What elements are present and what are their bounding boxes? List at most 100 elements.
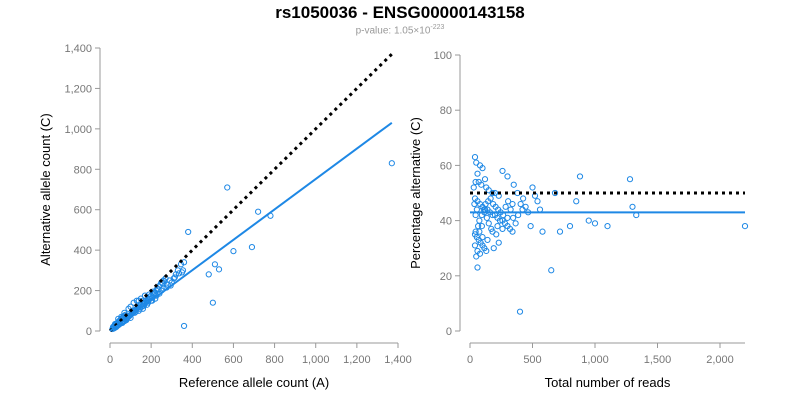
data-point-right: [471, 200, 478, 208]
x-tick-label-left: 600: [224, 354, 242, 366]
data-point-right: [504, 173, 511, 180]
x-tick-label-left: 1,000: [302, 354, 330, 366]
data-point-right: [566, 223, 574, 230]
data-point-right: [489, 228, 496, 235]
pvalue-exponent: -223: [430, 24, 445, 31]
data-point-right: [471, 154, 479, 161]
data-point-right: [494, 223, 501, 230]
data-point-right: [499, 167, 506, 175]
y-axis-label-right: Percentage alternative (C): [408, 117, 423, 269]
data-point-right: [527, 223, 534, 230]
x-tick-label-right: 2,000: [706, 354, 734, 366]
data-point-right: [481, 176, 489, 183]
y-tick-label-right: 100: [434, 50, 452, 62]
x-tick-label-left: 1,200: [343, 354, 371, 366]
x-tick-label-left: 1,400: [384, 354, 412, 366]
data-point-right: [476, 217, 483, 224]
data-point-right: [510, 214, 517, 221]
y-tick-label-right: 60: [440, 160, 452, 172]
reference-line-left: [108, 52, 393, 333]
data-point-left: [215, 266, 223, 273]
data-point-right: [472, 228, 479, 235]
data-point-right: [478, 181, 485, 188]
data-point-right: [485, 220, 492, 227]
data-point-right: [626, 176, 634, 183]
y-tick-label-left: 200: [74, 286, 92, 298]
data-point-left: [185, 228, 192, 236]
data-point-left: [130, 299, 137, 306]
data-point-left: [179, 267, 187, 274]
pvalue-subtitle: p-value: 1.05×10-223: [0, 24, 800, 36]
data-point-left: [388, 160, 395, 167]
data-point-right: [529, 184, 536, 191]
data-point-right: [517, 200, 524, 208]
data-point-right: [476, 228, 483, 235]
data-point-right: [478, 223, 485, 230]
data-point-right: [516, 308, 524, 315]
data-point-left: [132, 308, 139, 315]
data-point-right: [591, 220, 599, 227]
x-tick-label-left: 400: [183, 354, 201, 366]
data-point-right: [479, 234, 486, 241]
data-point-right: [629, 203, 636, 210]
y-tick-label-right: 40: [440, 216, 452, 228]
x-tick-label-right: 500: [523, 354, 541, 366]
data-point-right: [604, 223, 611, 230]
x-tick-label-left: 800: [265, 354, 283, 366]
y-tick-label-left: 800: [74, 164, 92, 176]
x-axis-label-right: Total number of reads: [545, 375, 671, 390]
data-point-right: [585, 217, 592, 224]
x-tick-label-right: 0: [467, 354, 473, 366]
fit-line-left: [109, 121, 393, 332]
data-point-right: [534, 198, 541, 205]
data-point-right: [471, 242, 479, 249]
data-point-right: [505, 198, 512, 205]
data-point-left: [167, 282, 174, 289]
data-point-right: [470, 184, 477, 191]
data-point-left: [205, 271, 212, 278]
data-point-left: [171, 274, 178, 281]
data-point-right: [512, 220, 519, 227]
data-point-right: [509, 228, 516, 235]
data-point-left: [136, 305, 143, 312]
data-point-right: [489, 189, 496, 197]
data-point-right: [539, 228, 546, 235]
data-point-right: [472, 178, 479, 186]
data-point-right: [474, 170, 481, 177]
data-point-right: [556, 228, 564, 235]
data-point-right: [551, 189, 559, 197]
y-tick-label-left: 1,200: [64, 83, 92, 95]
data-point-right: [479, 165, 486, 172]
data-point-right: [499, 225, 506, 232]
data-point-left: [248, 244, 256, 251]
pvalue-text: p-value: 1.05×10: [355, 25, 431, 37]
data-point-right: [504, 214, 511, 221]
data-point-right: [474, 264, 481, 271]
data-point-right: [510, 181, 517, 188]
data-point-right: [576, 173, 584, 180]
data-point-right: [495, 239, 502, 246]
x-tick-label-right: 1,000: [581, 354, 609, 366]
data-point-right: [484, 236, 491, 244]
y-tick-label-left: 1,400: [64, 43, 92, 55]
y-tick-label-left: 400: [74, 245, 92, 257]
y-axis-label-left: Alternative allele count (C): [38, 113, 53, 265]
data-point-right: [475, 223, 482, 230]
y-tick-label-left: 600: [74, 205, 92, 217]
data-point-right: [502, 203, 509, 210]
x-tick-label-right: 1,500: [644, 354, 672, 366]
data-point-right: [741, 223, 749, 230]
data-point-left: [255, 208, 262, 215]
data-point-left: [230, 248, 237, 255]
data-point-left: [180, 322, 188, 330]
data-point-right: [487, 195, 494, 202]
x-axis-label-left: Reference allele count (A): [179, 375, 329, 390]
data-point-right: [490, 245, 497, 252]
data-point-right: [509, 200, 516, 208]
y-tick-label-right: 0: [446, 326, 452, 338]
data-point-left: [224, 184, 231, 191]
data-point-left: [209, 299, 216, 306]
